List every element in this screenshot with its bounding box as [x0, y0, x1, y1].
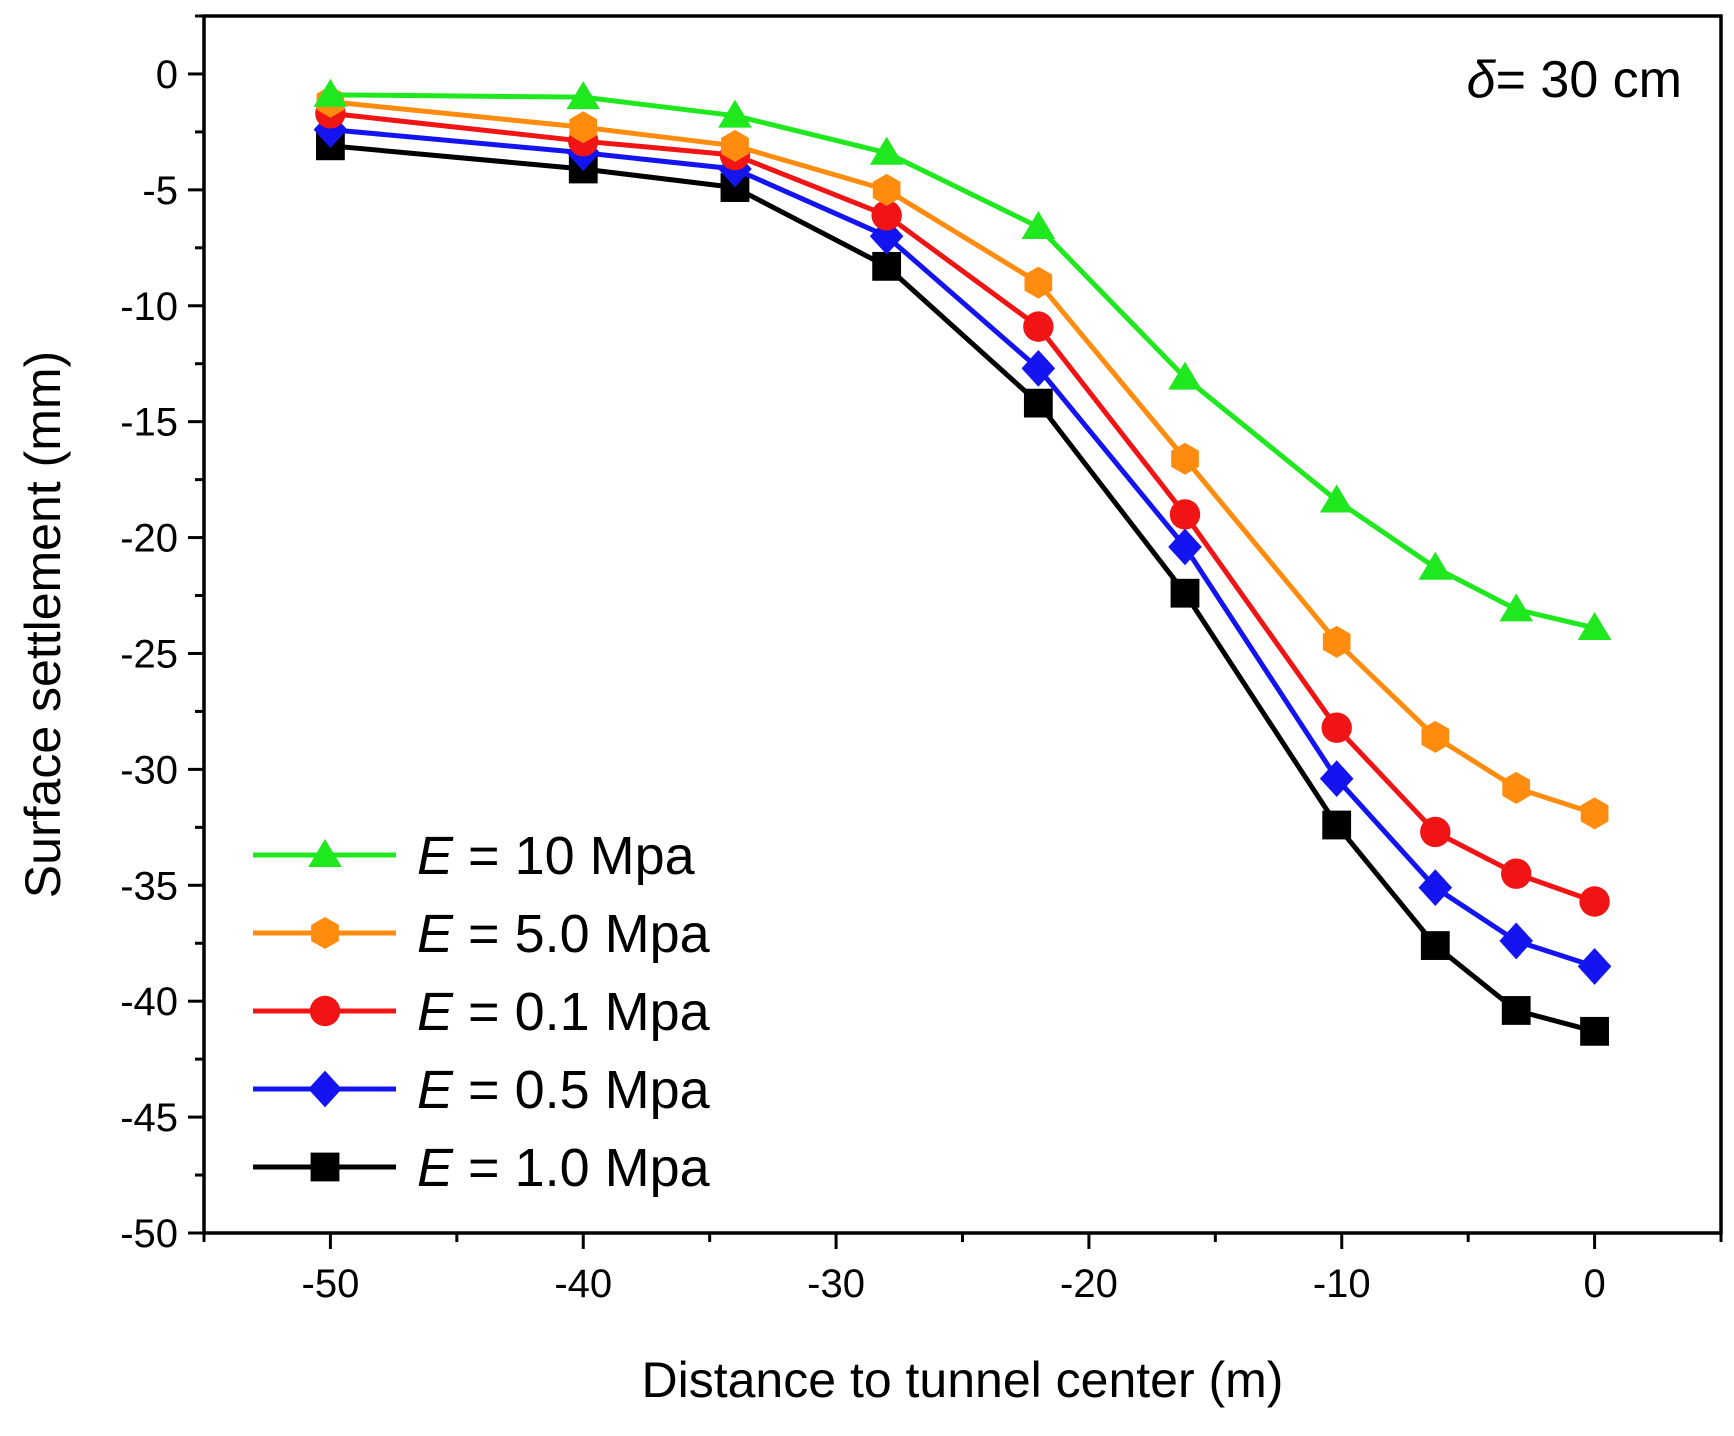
- data-point: [1171, 442, 1199, 475]
- data-point: [721, 129, 749, 162]
- legend-label: E = 5.0 Mpa: [417, 904, 711, 964]
- data-point: [1168, 528, 1202, 566]
- y-tick-label: -30: [120, 748, 178, 792]
- delta-symbol: δ: [1467, 51, 1497, 109]
- series-line: [330, 92, 1596, 631]
- x-tick-label: -10: [1313, 1262, 1371, 1306]
- series-1: [313, 78, 1612, 640]
- data-point: [872, 251, 902, 281]
- data-point: [869, 136, 904, 165]
- legend-marker: [310, 1152, 340, 1182]
- data-point: [569, 111, 598, 144]
- data-point: [1580, 1016, 1609, 1046]
- y-tick-label: -10: [120, 285, 178, 329]
- x-tick-label: 0: [1583, 1262, 1605, 1306]
- data-point: [871, 200, 902, 231]
- legend-label: E = 0.1 Mpa: [417, 982, 711, 1042]
- legend-marker: [311, 917, 339, 949]
- ticks-layer: -50 -40 -30 -20 -10 0 0 -5 -10 -15 -20 -25 -30 -35 -40…: [120, 14, 1723, 1306]
- series-line: [330, 143, 1596, 1034]
- data-point: [1321, 712, 1352, 743]
- data-point: [1421, 720, 1450, 753]
- data-point: [1021, 210, 1056, 239]
- data-point: [1322, 625, 1351, 658]
- series-line: [330, 110, 1596, 904]
- data-point: [872, 173, 901, 206]
- data-point: [1577, 611, 1612, 640]
- legend: E = 10 Mpa E = 5.0 Mpa E = 0.1 Mpa E = 0.5 …: [253, 826, 711, 1198]
- y-tick-label: 0: [156, 53, 178, 97]
- legend-marker: [308, 1070, 342, 1108]
- x-tick-label: -30: [807, 1262, 865, 1306]
- data-point: [1023, 388, 1053, 418]
- legend-marker: [309, 995, 341, 1027]
- data-point: [1322, 810, 1352, 840]
- y-tick-label: -5: [142, 169, 178, 213]
- y-tick-label: -15: [120, 401, 178, 445]
- legend-label: E = 1.0 Mpa: [417, 1138, 711, 1198]
- legend-item: E = 5.0 Mpa: [253, 904, 711, 964]
- data-point: [1021, 349, 1056, 387]
- data-point: [1579, 886, 1610, 917]
- y-tick-label: -50: [120, 1212, 178, 1256]
- x-axis-title: Distance to tunnel center (m): [642, 1352, 1284, 1408]
- data-point: [1420, 931, 1450, 960]
- delta-value: = 30 cm: [1496, 51, 1682, 109]
- legend-item: E = 0.1 Mpa: [253, 982, 711, 1042]
- data-point: [1319, 760, 1354, 798]
- series-line: [330, 99, 1596, 816]
- data-point: [313, 111, 348, 148]
- legend-label: E = 10 Mpa: [417, 826, 696, 886]
- data-point: [1577, 948, 1612, 985]
- legend-marker: [308, 839, 342, 867]
- data-point: [1319, 484, 1354, 513]
- legend-item: E = 1.0 Mpa: [253, 1138, 711, 1198]
- x-tick-label: -40: [554, 1262, 612, 1306]
- data-point: [1169, 499, 1201, 530]
- y-tick-label: -40: [120, 980, 178, 1024]
- data-point: [1580, 797, 1609, 830]
- x-tick-label: -20: [1060, 1262, 1118, 1306]
- data-point: [1023, 311, 1054, 342]
- delta-annotation: δ= 30 cm: [1467, 51, 1682, 109]
- data-point: [1168, 361, 1202, 390]
- x-tick-label: -50: [302, 1262, 360, 1306]
- data-point: [1418, 869, 1453, 907]
- data-point: [718, 99, 752, 128]
- data-point: [566, 81, 601, 110]
- data-point: [1024, 266, 1053, 299]
- data-point: [1501, 858, 1532, 889]
- y-axis-title: Surface settlement (mm): [15, 351, 71, 898]
- data-point: [1499, 593, 1534, 622]
- data-point: [1499, 922, 1534, 960]
- legend-item: E = 10 Mpa: [253, 826, 696, 886]
- series-layer: [313, 78, 1612, 1046]
- data-point: [1170, 578, 1200, 608]
- data-point: [313, 78, 348, 107]
- data-point: [1501, 996, 1531, 1025]
- series-line: [330, 127, 1596, 969]
- data-point: [1418, 551, 1453, 580]
- y-tick-label: -20: [120, 517, 178, 561]
- legend-label: E = 0.5 Mpa: [417, 1060, 711, 1120]
- y-tick-label: -35: [120, 864, 178, 908]
- y-tick-label: -25: [120, 632, 178, 676]
- legend-item: E = 0.5 Mpa: [253, 1060, 711, 1120]
- y-tick-label: -45: [120, 1096, 178, 1140]
- data-point: [1502, 771, 1531, 804]
- data-point: [1420, 816, 1451, 848]
